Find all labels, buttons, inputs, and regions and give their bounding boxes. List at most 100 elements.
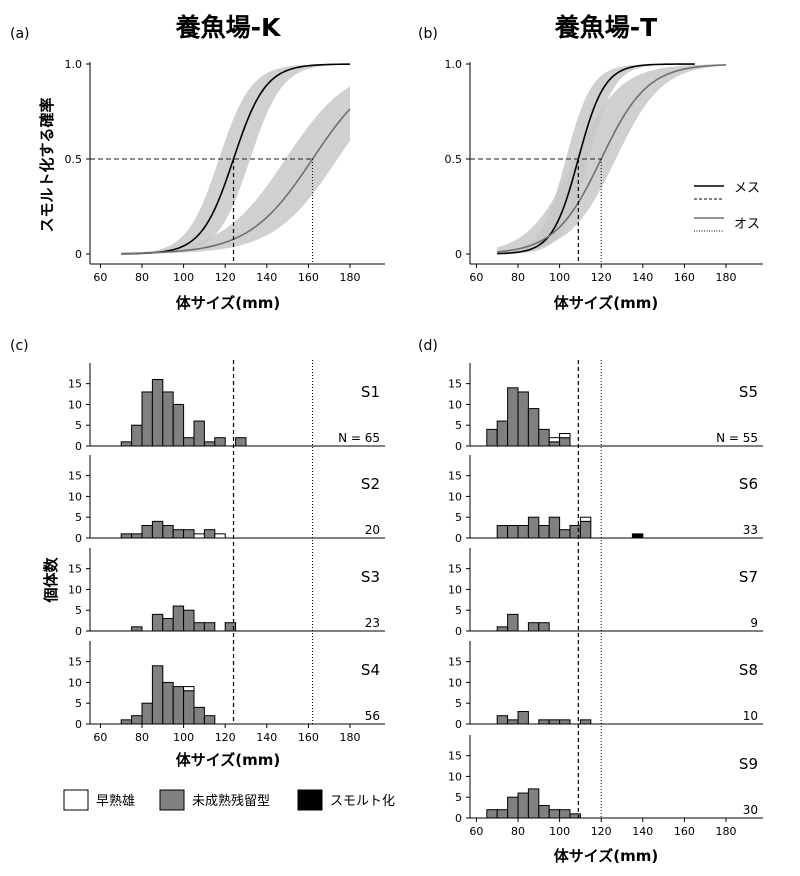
x-tick-label: 180	[716, 825, 737, 838]
y-tick-label: 15	[448, 470, 462, 483]
x-tick-label: 80	[511, 271, 525, 284]
y-tick-label: 5	[75, 697, 82, 710]
bar-immature	[120, 719, 133, 725]
y-tick-label: 5	[75, 604, 82, 617]
y-tick-label: 15	[68, 378, 82, 391]
x-tick-label: 100	[173, 271, 194, 284]
legend-male-label: オス	[734, 217, 760, 232]
bar-immature	[151, 520, 164, 539]
panel-title-b: 養魚場-T	[555, 13, 657, 42]
bar-immature	[203, 441, 216, 447]
bar-immature	[183, 690, 195, 725]
bar-immature	[141, 702, 153, 725]
prob-y-axis-label: スモルト化する確率	[38, 97, 56, 232]
bar-immature	[538, 428, 550, 447]
bar-immature	[162, 681, 174, 725]
x-tick-label: 120	[591, 825, 612, 838]
panel-title-a: 養魚場-K	[176, 13, 282, 42]
x-tick-label: 140	[632, 271, 653, 284]
panel-label-b: (b)	[418, 26, 438, 42]
bar-immature	[496, 525, 509, 539]
y-tick-label: 15	[68, 656, 82, 669]
bar-immature	[486, 428, 498, 447]
x-tick-label: 140	[256, 271, 277, 284]
row-label-S8: S8	[739, 661, 758, 679]
bar-immature	[203, 715, 216, 725]
bar-immature	[120, 533, 133, 539]
bar-immature	[203, 529, 216, 539]
curve-male	[121, 108, 351, 255]
y-tick-label: 0	[75, 248, 82, 261]
bar-immature	[496, 809, 509, 819]
curve-male	[497, 64, 727, 253]
chart-panel-a: 60 80 100 120 140 160 180 0 0.5 1.0	[65, 58, 385, 284]
legend-smolt-label: スモルト化	[330, 794, 395, 809]
bar-immature	[559, 809, 571, 819]
row-n-S2: 20	[365, 523, 380, 537]
ci-band-male	[497, 64, 726, 253]
y-tick-label: 15	[448, 750, 462, 763]
legend-smolt-swatch	[297, 789, 323, 811]
x-tick-label: 180	[340, 271, 361, 284]
x-axis-label-a: 体サイズ(mm)	[176, 294, 281, 312]
row-label-S1: S1	[361, 383, 380, 401]
ci-band-male	[121, 86, 350, 254]
bar-immature	[141, 525, 153, 539]
bar-precocious	[193, 533, 205, 539]
y-tick-label: 0.5	[65, 153, 83, 166]
y-tick-label: 0.5	[445, 153, 463, 166]
y-tick-label: 5	[455, 697, 462, 710]
bar-immature	[183, 529, 195, 539]
legend-female-label: メス	[734, 181, 760, 196]
x-tick-label: 100	[549, 271, 570, 284]
chart-panel-b: 60 80 100 120 140 160 180 0 0.5 1.0	[445, 58, 763, 284]
line-legend: メス オス	[694, 181, 760, 232]
panel-label-d: (d)	[418, 338, 438, 354]
curve-female	[497, 63, 695, 255]
bar-immature	[559, 529, 571, 539]
y-tick-label: 10	[68, 676, 82, 689]
x-tick-label: 80	[135, 271, 149, 284]
y-tick-label: 0	[455, 440, 462, 453]
bar-immature	[517, 711, 529, 725]
bar-immature	[507, 387, 519, 447]
bar-immature	[151, 665, 164, 725]
bar-immature	[235, 437, 247, 447]
y-tick-label: 0	[75, 625, 82, 638]
bar-immature	[131, 715, 143, 725]
bar-immature	[569, 813, 581, 819]
bar-immature	[579, 520, 592, 539]
bar-immature	[548, 719, 561, 725]
x-tick-label: 80	[511, 825, 525, 838]
y-tick-label: 5	[75, 511, 82, 524]
bar-immature	[193, 420, 205, 447]
bar-immature	[162, 618, 174, 632]
x-tick-label: 60	[93, 271, 107, 284]
bar-immature	[527, 408, 540, 447]
bar-immature	[579, 719, 592, 725]
x-axis-label-d: 体サイズ(mm)	[554, 847, 659, 865]
bar-immature	[559, 719, 571, 725]
row-n-S9: 30	[743, 803, 758, 817]
bar-immature	[141, 391, 153, 447]
y-tick-label: 10	[68, 583, 82, 596]
bar-immature	[538, 622, 550, 632]
row-n-S8: 10	[743, 709, 758, 723]
bar-immature	[162, 525, 174, 539]
bar-smolt	[631, 533, 644, 539]
bar-immature	[131, 533, 143, 539]
y-tick-label: 5	[455, 791, 462, 804]
bar-immature	[172, 529, 185, 539]
bar-immature	[486, 809, 498, 819]
bar-immature	[214, 437, 226, 447]
bar-immature	[224, 622, 237, 632]
bar-immature	[193, 706, 205, 725]
bar-legend: 早熟雄 未成熟残留型 スモルト化	[63, 789, 395, 811]
bar-immature	[548, 516, 561, 539]
chart-panel-d: 0 5 10 15 S5 N = 55 0 5 10 15 S6 33 0 5 10 15 S7 9 0 5 10 15 S…	[448, 360, 763, 838]
x-tick-label: 100	[173, 731, 194, 744]
y-tick-label: 0	[75, 532, 82, 545]
x-tick-label: 180	[340, 731, 361, 744]
x-tick-label: 60	[469, 825, 483, 838]
bar-immature	[172, 686, 185, 725]
